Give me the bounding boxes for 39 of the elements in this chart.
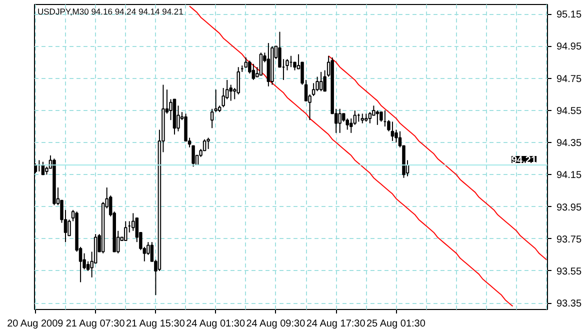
y-tick-label: 94.95 xyxy=(556,42,582,53)
x-tick-label: 24 Aug 17:30 xyxy=(306,318,366,330)
y-tick-label: 93.75 xyxy=(556,234,582,246)
candlestick xyxy=(319,71,323,92)
candlestick xyxy=(368,112,372,124)
y-tick-label: 93.35 xyxy=(556,298,582,310)
candlestick xyxy=(210,108,214,129)
candlestick xyxy=(312,82,316,96)
candlestick xyxy=(390,121,394,142)
candlestick xyxy=(236,66,240,95)
candlestick xyxy=(338,108,342,134)
y-tick-label: 94.15 xyxy=(556,170,582,182)
candlestick xyxy=(353,110,357,126)
candlestick xyxy=(229,84,232,102)
x-tick-label: 24 Aug 01:30 xyxy=(186,318,246,330)
candlestick xyxy=(206,137,210,150)
y-tick-label: 93.55 xyxy=(556,266,582,278)
y-tick-label: 94.35 xyxy=(556,138,582,150)
candlestick xyxy=(259,52,263,76)
chart-title: USDJPY,M30 94.16 94.24 94.14 94.21 xyxy=(38,6,184,16)
x-tick-label: 21 Aug 15:30 xyxy=(126,318,186,330)
candlestick xyxy=(266,42,270,87)
x-tick-label: 24 Aug 09:30 xyxy=(246,318,306,330)
y-tick-label: 95.15 xyxy=(556,10,582,21)
line-series xyxy=(189,6,514,307)
y-tick-label: 94.55 xyxy=(556,106,582,117)
candlestick xyxy=(380,112,383,122)
ref-line-label: 94.21 xyxy=(512,155,537,166)
x-tick-label: 25 Aug 01:30 xyxy=(366,318,426,330)
candlestick xyxy=(360,113,364,124)
x-tick-label: 20 Aug 2009 xyxy=(7,318,64,330)
candlestick xyxy=(376,110,380,126)
x-tick-label: 21 Aug 07:30 xyxy=(66,318,126,330)
candlestick xyxy=(316,76,319,92)
line-series xyxy=(328,55,548,260)
y-tick-label: 94.75 xyxy=(556,74,582,85)
candlestick xyxy=(252,63,256,80)
y-tick-label: 93.95 xyxy=(556,202,582,214)
candlestick xyxy=(124,220,128,241)
